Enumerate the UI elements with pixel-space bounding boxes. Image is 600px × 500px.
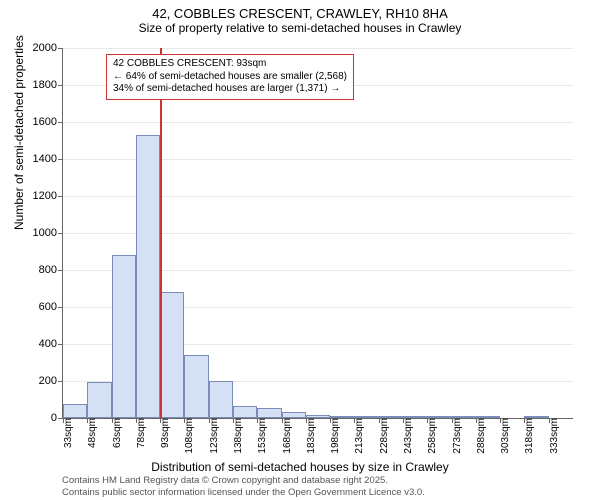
gridline xyxy=(63,48,573,49)
annotation-line2: ← 64% of semi-detached houses are smalle… xyxy=(113,71,347,84)
ytick-mark xyxy=(58,307,63,308)
xtick-label: 228sqm xyxy=(379,418,390,454)
chart-container: 42, COBBLES CRESCENT, CRAWLEY, RH10 8HA … xyxy=(0,0,600,500)
ytick-mark xyxy=(58,344,63,345)
xtick-label: 93sqm xyxy=(160,418,171,448)
xtick-label: 153sqm xyxy=(257,418,268,454)
xtick-label: 243sqm xyxy=(403,418,414,454)
histogram-bar xyxy=(233,406,257,418)
xtick-label: 303sqm xyxy=(500,418,511,454)
xtick-label: 333sqm xyxy=(549,418,560,454)
xtick-label: 33sqm xyxy=(63,418,74,448)
ytick-mark xyxy=(58,85,63,86)
chart-subtitle: Size of property relative to semi-detach… xyxy=(0,21,600,35)
annotation-box: 42 COBBLES CRESCENT: 93sqm ← 64% of semi… xyxy=(106,54,354,100)
xtick-label: 168sqm xyxy=(282,418,293,454)
reference-line xyxy=(160,48,162,418)
xtick-label: 258sqm xyxy=(427,418,438,454)
xtick-label: 318sqm xyxy=(524,418,535,454)
ytick-mark xyxy=(58,381,63,382)
ytick-label: 400 xyxy=(39,338,57,350)
y-axis-label: Number of semi-detached properties xyxy=(12,35,26,230)
ytick-mark xyxy=(58,122,63,123)
ytick-mark xyxy=(58,159,63,160)
xtick-label: 288sqm xyxy=(476,418,487,454)
xtick-label: 273sqm xyxy=(452,418,463,454)
ytick-label: 1200 xyxy=(33,190,57,202)
ytick-label: 1800 xyxy=(33,79,57,91)
ytick-label: 1600 xyxy=(33,116,57,128)
ytick-mark xyxy=(58,233,63,234)
footer-line2: Contains public sector information licen… xyxy=(62,487,425,498)
ytick-label: 200 xyxy=(39,375,57,387)
ytick-label: 1000 xyxy=(33,227,57,239)
ytick-mark xyxy=(58,196,63,197)
xtick-label: 63sqm xyxy=(112,418,123,448)
chart-title: 42, COBBLES CRESCENT, CRAWLEY, RH10 8HA xyxy=(0,0,600,21)
histogram-bar xyxy=(209,381,233,418)
histogram-bar xyxy=(184,355,208,418)
histogram-bar xyxy=(136,135,160,418)
ytick-label: 600 xyxy=(39,301,57,313)
footer-line1: Contains HM Land Registry data © Crown c… xyxy=(62,475,388,486)
plot-area: 020040060080010001200140016001800200033s… xyxy=(62,48,572,418)
plot: 020040060080010001200140016001800200033s… xyxy=(62,48,573,419)
annotation-line1: 42 COBBLES CRESCENT: 93sqm xyxy=(113,58,347,71)
ytick-mark xyxy=(58,270,63,271)
xtick-label: 213sqm xyxy=(354,418,365,454)
xtick-label: 108sqm xyxy=(184,418,195,454)
ytick-label: 1400 xyxy=(33,153,57,165)
xtick-label: 183sqm xyxy=(306,418,317,454)
histogram-bar xyxy=(160,292,184,418)
ytick-mark xyxy=(58,48,63,49)
xtick-label: 138sqm xyxy=(233,418,244,454)
histogram-bar xyxy=(87,382,111,418)
xtick-label: 198sqm xyxy=(330,418,341,454)
ytick-label: 2000 xyxy=(33,42,57,54)
annotation-line3: 34% of semi-detached houses are larger (… xyxy=(113,83,347,96)
x-axis-label: Distribution of semi-detached houses by … xyxy=(0,460,600,474)
histogram-bar xyxy=(257,408,281,418)
histogram-bar xyxy=(112,255,136,418)
xtick-label: 123sqm xyxy=(209,418,220,454)
xtick-label: 78sqm xyxy=(136,418,147,448)
ytick-label: 800 xyxy=(39,264,57,276)
histogram-bar xyxy=(63,404,87,418)
gridline xyxy=(63,122,573,123)
ytick-label: 0 xyxy=(51,412,57,424)
xtick-label: 48sqm xyxy=(87,418,98,448)
